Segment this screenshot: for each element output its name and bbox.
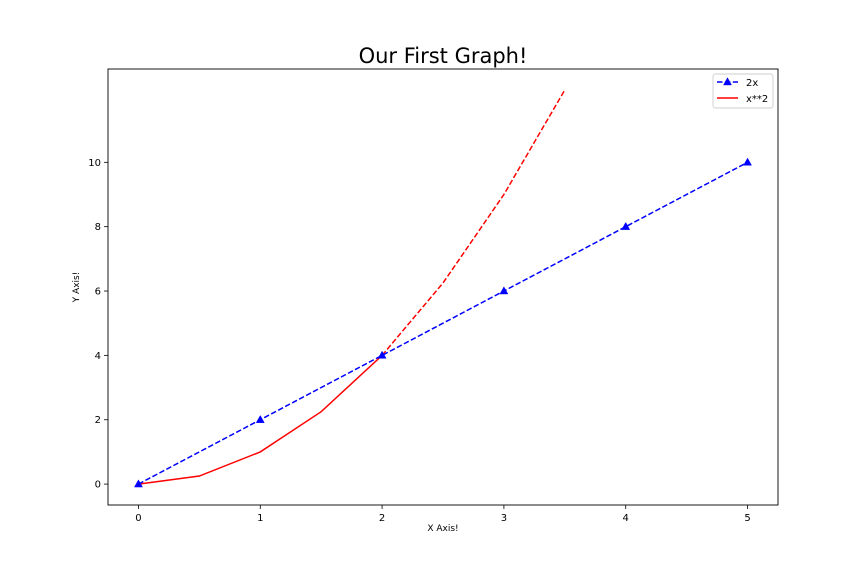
y-tick-label: 0 (95, 480, 101, 491)
series-x-squared-solid-line (138, 354, 383, 485)
legend-x-squared-label: x**2 (746, 94, 768, 105)
legend-2x-marker (723, 77, 732, 86)
y-tick-label: 6 (95, 287, 101, 298)
series-2x-marker (499, 286, 509, 295)
x-tick-label: 1 (257, 513, 263, 524)
x-axis-label: X Axis! (427, 524, 458, 534)
y-tick-label: 2 (95, 415, 101, 426)
legend: 2x x**2 (712, 73, 774, 109)
y-tick-label: 4 (95, 351, 101, 362)
chart-title: Our First Graph! (359, 44, 528, 68)
y-axis-label: Y Axis! (72, 272, 82, 304)
y-tick-label: 8 (95, 222, 101, 233)
x-tick-label: 5 (744, 513, 750, 524)
series-x-squared-dashed-line (381, 89, 566, 356)
plot-area (107, 68, 779, 506)
series-2x-marker (377, 350, 387, 359)
series-2x-marker (255, 415, 265, 423)
series-2x-marker (743, 157, 752, 166)
series-2x-marker (621, 221, 631, 230)
x-tick-label: 4 (623, 513, 629, 524)
legend-2x-label: 2x (746, 78, 758, 89)
series-layer (138, 89, 748, 485)
y-axis: 0 2 4 6 8 10 (88, 158, 108, 491)
y-tick-label: 10 (88, 158, 101, 169)
x-tick-label: 3 (501, 513, 507, 524)
x-tick-label: 2 (379, 513, 385, 524)
x-axis: 0 1 2 3 4 5 (135, 505, 751, 524)
series-2x-marker (134, 479, 143, 488)
x-tick-label: 0 (135, 513, 141, 524)
series-2x-line (138, 161, 748, 485)
